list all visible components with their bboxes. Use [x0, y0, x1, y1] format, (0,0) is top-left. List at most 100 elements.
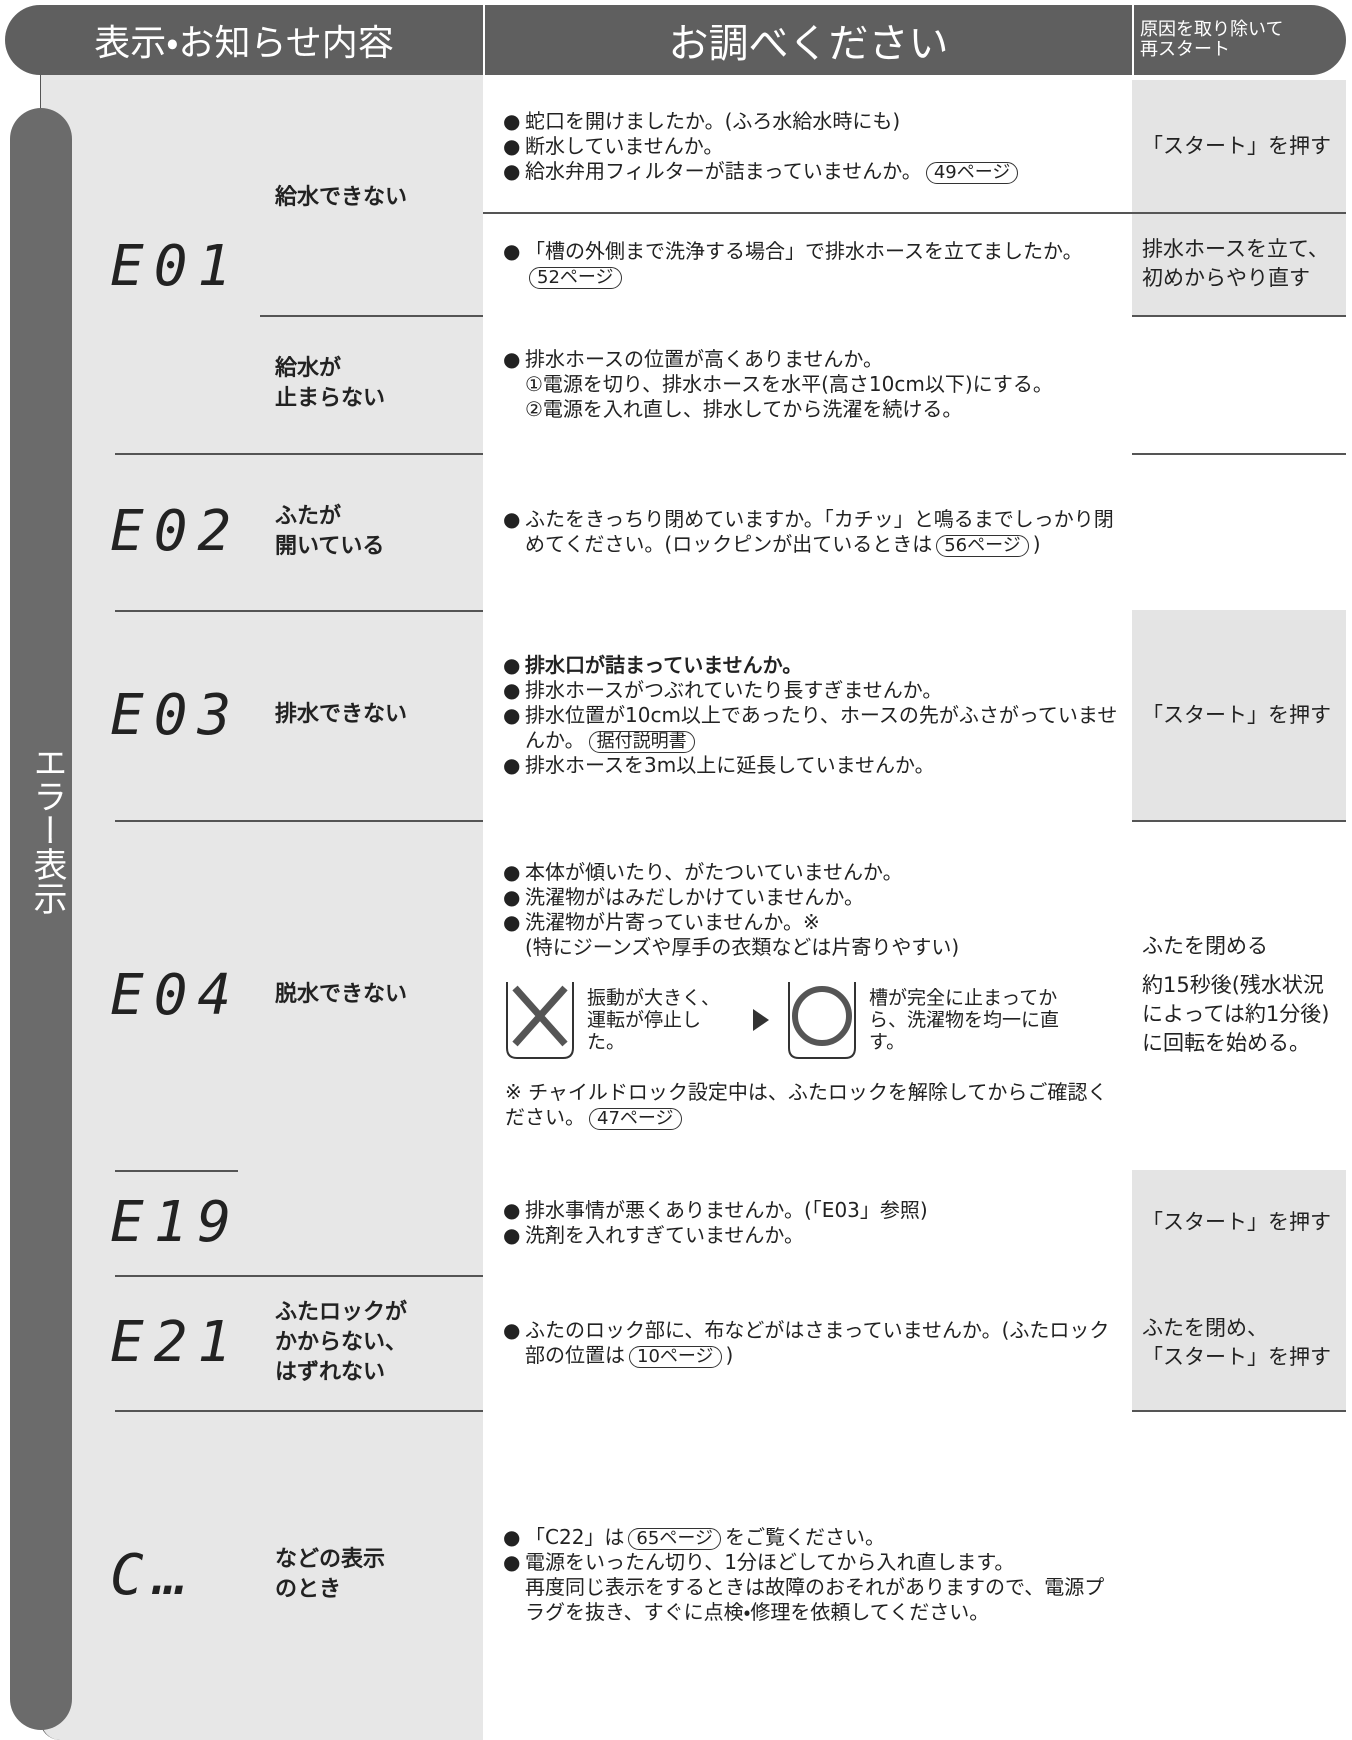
check-text: 排水ホースがつぶれていたり長すぎませんか。 — [525, 678, 942, 703]
check-text: 電源をいったん切り、1分ほどしてから入れ直します。 — [525, 1550, 1014, 1575]
error-code-cell: C… — [110, 1410, 270, 1740]
condition-line: 給水が — [275, 356, 342, 381]
check-cell: ● 本体が傾いたり、がたついていませんか。 ● 洗濯物がはみだしかけていませんか。 ● 洗… — [483, 820, 1132, 1170]
check-cell: ● 「C22」は 65ページ をご覧ください。 ● 電源をいったん切り、1分ほどしてから入… — [483, 1410, 1132, 1740]
bullet: ● — [503, 652, 521, 677]
condition-cell: などの表示 のとき — [275, 1410, 480, 1740]
page-ref: 65ページ — [628, 1528, 721, 1550]
icon-unbalanced — [506, 982, 574, 1059]
bullet: ● — [503, 752, 521, 777]
bullet: ● — [503, 506, 521, 531]
bullet: ● — [503, 238, 521, 263]
circle — [792, 986, 852, 1046]
condition-line: 給水できない — [275, 184, 408, 210]
check-text-main: 洗濯物が片寄っていませんか。※ — [525, 910, 820, 934]
note: ※ チャイルドロック設定中は、ふたロックを解除してからご確認ください。 47ページ — [503, 1080, 1118, 1130]
action-background — [1132, 80, 1346, 212]
check-text: 洗濯物が片寄っていませんか。※ — [525, 910, 820, 935]
bullet: ● — [503, 702, 521, 727]
check-item: ● 排水事情が悪くありませんか。(「E03」参照) — [503, 1198, 1118, 1223]
cross — [512, 985, 568, 1047]
check-background — [483, 453, 1132, 610]
condition-line: 排水できない — [275, 702, 408, 727]
check-background — [483, 80, 1132, 212]
check-item: ● 排水ホースの位置が高くありませんか。 — [503, 347, 1118, 372]
condition-cell: ふたが 開いている — [275, 453, 480, 610]
action-line: 排水ホースを立て、 — [1142, 236, 1329, 261]
figure-caption: 振動が大きく、運転が停止した。 — [587, 987, 721, 1053]
header-title: 表示・お知らせ内容 — [94, 23, 394, 64]
action-cell: 排水ホースを立て、 初めからやり直す — [1132, 212, 1346, 315]
icon-balanced — [788, 982, 856, 1059]
bullet: ● — [503, 677, 521, 702]
page-ref: 49ページ — [925, 161, 1019, 184]
action-line: 「スタート」を押す — [1142, 1344, 1331, 1369]
check-text: 洗剤を入れすぎていませんか。 — [525, 1223, 804, 1248]
bullet: ● — [503, 1550, 521, 1574]
check-text-main: 本体が傾いたり、がたついていませんか。 — [525, 860, 903, 884]
action-line: 「スタート」を押す — [1142, 702, 1331, 727]
page-ref: 47ページ — [589, 1108, 682, 1130]
header-restart-line: 原因を取り除いて — [1140, 19, 1284, 40]
check-item: ● 排水位置が10cm以上であったり、ホースの先がふさがっていませんか。 据付説明書 — [503, 703, 1118, 753]
check-text-main: 「槽の外側まで洗浄する場合」で排水ホースを立てましたか。 — [525, 238, 1083, 263]
check-text: 断水していませんか。 — [525, 134, 723, 159]
check-text-main: 排水位置が10cm以上であったり、ホースの先がふさがっていませんか。 — [525, 702, 1118, 752]
check-text: 蛇口を開けましたか。(ふろ水給水時にも) — [525, 109, 900, 134]
header-divider — [1132, 5, 1134, 75]
check-background — [483, 1170, 1132, 1275]
left-background — [40, 60, 483, 1740]
header-restart-line: 再スタート — [1140, 39, 1230, 60]
header-divider — [483, 5, 485, 75]
check-text-main: 電源をいったん切り、1分ほどしてから入れ直します。 — [525, 1550, 1015, 1574]
check-text: ふたをきっちり閉めていますか。「カチッ」と鳴るまでしっかり閉めてください。(ロッ… — [525, 507, 1118, 557]
action-background — [1132, 610, 1346, 820]
check-text-main: 排水ホースがつぶれていたり長すぎませんか。 — [525, 677, 943, 702]
action-background — [1132, 213, 1346, 315]
check-text-main: 洗剤を入れすぎていませんか。 — [525, 1222, 804, 1247]
check-cell: ● 排水口が詰まっていませんか。 ● 排水ホースがつぶれていたり長すぎませんか。 ● 排水… — [483, 610, 1132, 820]
check-text: 排水ホースの位置が高くありませんか。 — [525, 347, 883, 372]
condition-line: かからない、 — [275, 1329, 408, 1355]
arrow-head — [753, 1009, 769, 1031]
check-item: ● 「C22」は 65ページ をご覧ください。 — [503, 1525, 1118, 1550]
bullet: ● — [503, 158, 521, 183]
condition-cell: 給水できない — [275, 80, 480, 315]
check-text: 「槽の外側まで洗浄する場合」で排水ホースを立てましたか。 52ページ — [525, 239, 1118, 289]
condition-line: 開いている — [275, 533, 385, 559]
check-text-main: 排水口が詰まっていませんか。 — [525, 652, 803, 677]
bullet: ● — [503, 133, 521, 158]
check-item: ● 電源をいったん切り、1分ほどしてから入れ直します。 — [503, 1550, 1118, 1575]
condition-cell: 給水が 止まらない — [275, 315, 480, 453]
check-background — [483, 1275, 1132, 1410]
check-item: ● 排水ホースを3m以上に延長していませんか。 — [503, 753, 1118, 778]
check-item: ● 「槽の外側まで洗浄する場合」で排水ホースを立てましたか。 52ページ — [503, 239, 1118, 289]
bullet: ● — [503, 1317, 521, 1342]
action-background — [1132, 1275, 1346, 1410]
check-text: 洗濯物がはみだしかけていませんか。 — [525, 885, 864, 910]
condition-cell: 排水できない — [275, 610, 480, 820]
check-background — [483, 213, 1132, 315]
check-text-main: ふたのロック部に、布などがはさまっていませんか。(ふたロック部の位置は — [525, 1317, 1110, 1367]
error-code-cell: E21 — [110, 1275, 270, 1410]
figure-caption: 槽が完全に止まってから、洗濯物を均一に直す。 — [869, 987, 1060, 1053]
check-text: 本体が傾いたり、がたついていませんか。 — [525, 860, 903, 885]
note-text: ※ チャイルドロック設定中は、ふたロックを解除してからご確認ください。 — [505, 1080, 1108, 1129]
action-cell: 「スタート」を押す — [1132, 610, 1346, 820]
error-code: E21 — [110, 1310, 242, 1375]
block-separator — [483, 212, 1346, 214]
check-item: ● 洗濯物が片寄っていませんか。※ — [503, 910, 1118, 935]
page-ref: 10ページ — [629, 1345, 722, 1368]
check-background — [483, 610, 1132, 820]
bullet: ● — [503, 860, 521, 884]
check-text-after: をご覧ください。 — [724, 1525, 885, 1549]
check-cell: ● 蛇口を開けましたか。(ふろ水給水時にも) ● 断水していませんか。 ● 給水弁用フィル… — [483, 80, 1132, 212]
check-text: ふたのロック部に、布などがはさまっていませんか。(ふたロック部の位置は 10ページ… — [525, 1318, 1118, 1368]
check-item: ● 給水弁用フィルターが詰まっていませんか。 49ページ — [503, 159, 1118, 184]
page-ref: 56ページ — [936, 534, 1029, 557]
error-code-cell: E03 — [110, 610, 270, 820]
check-item: ● 排水口が詰まっていませんか。 — [503, 653, 1118, 678]
check-item: ● ふたをきっちり閉めていますか。「カチッ」と鳴るまでしっかり閉めてください。(ロ… — [503, 507, 1118, 557]
